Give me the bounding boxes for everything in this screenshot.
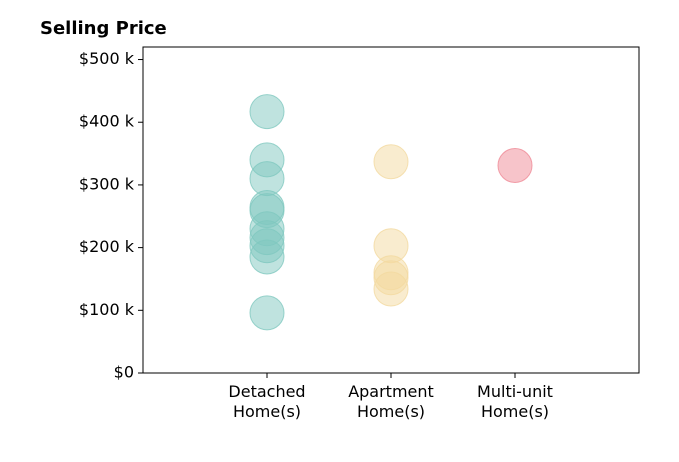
y-tick-label: $0 [114, 363, 134, 382]
x-tick-label: Apartment Home(s) [348, 382, 434, 421]
chart-title: Selling Price [40, 18, 167, 39]
y-tick-label: $300 k [79, 174, 135, 193]
x-tick-label: Multi-unit Home(s) [477, 382, 553, 421]
point [249, 295, 285, 331]
point [373, 271, 409, 307]
y-tick-label: $400 k [79, 112, 135, 131]
plot-frame [142, 46, 640, 374]
x-tick-label: Detached Home(s) [228, 382, 306, 421]
y-tick-label: $200 k [79, 237, 135, 256]
y-tick-label: $100 k [79, 300, 135, 319]
point [497, 147, 533, 183]
y-tick-label: $500 k [79, 49, 135, 68]
point [373, 144, 409, 180]
point [249, 94, 285, 130]
point [249, 239, 285, 275]
